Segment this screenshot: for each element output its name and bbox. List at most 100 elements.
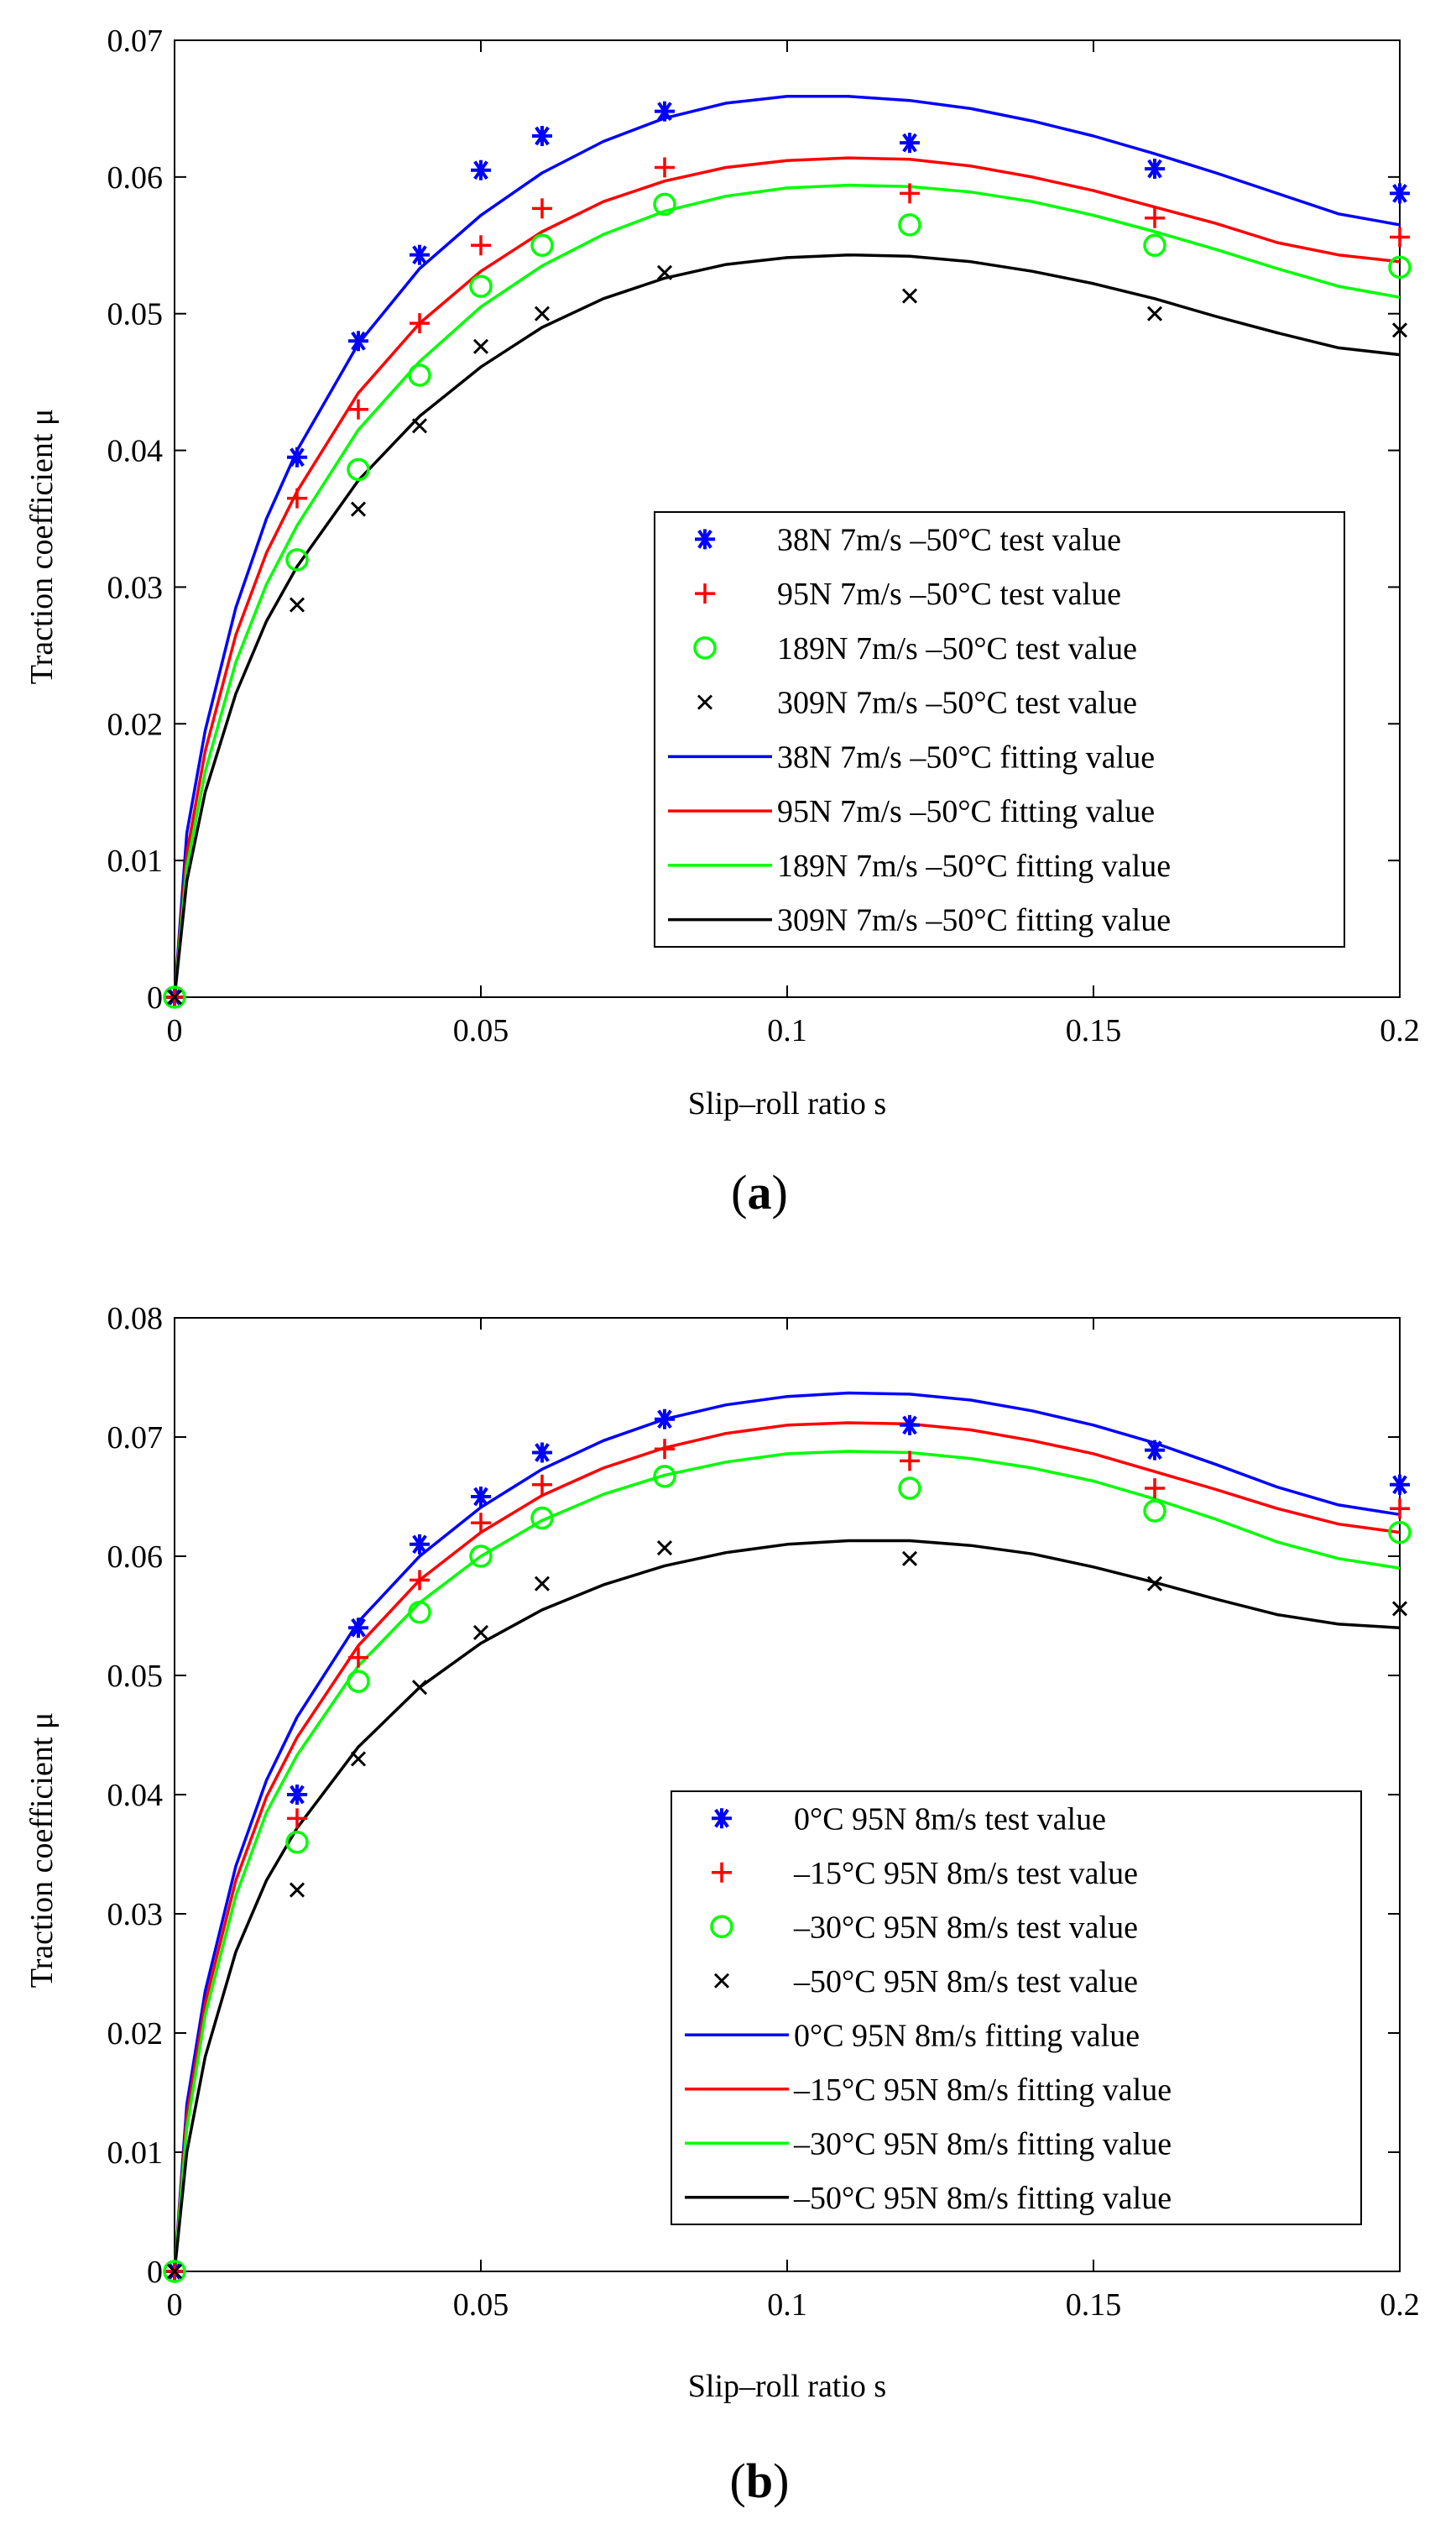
chart-a-series-4-point [1146,306,1163,321]
chart-a-y-tick-label: 0.07 [107,24,164,59]
chart-a-y-tick-label: 0.02 [107,707,164,742]
chart-a-y-tick-label: 0.06 [107,160,164,196]
chart-b-series-2-point [900,1450,920,1471]
chart-a-series-4-point [534,306,551,321]
chart-a-legend-marker-swatch [695,529,715,550]
chart-b-legend-entry: –15°C 95N 8m/s fitting value [793,2072,1172,2108]
chart-b-x-tick-label: 0.1 [767,2287,807,2323]
chart-b-markers [163,1408,1412,2283]
chart-a-fit-line-3 [173,183,1401,998]
chart-a-series-1-point [900,133,920,154]
chart-a-panel-label: (a) [731,1165,788,1220]
chart-a: 0 0.01 0.02 0.03 0.04 0.05 0.06 0.07 0 0.05 0.1 0.… [24,24,1420,1220]
chart-b-fit-lines [173,1391,1401,2272]
chart-b-x-ticks: 0 0.05 0.1 0.15 0.2 [167,1318,1420,2323]
chart-a-series-3-point [408,363,431,387]
chart-b-legend-marker-swatch [713,1973,730,1989]
chart-a-series-3-point [1388,255,1412,280]
chart-b-legend-entry: –50°C 95N 8m/s test value [793,1964,1138,1999]
chart-b-x-tick-label: 0.15 [1066,2287,1122,2323]
chart-b-series-2-point [471,1513,491,1534]
chart-a-series-1-point [410,244,430,265]
chart-b-series-1-point [1145,1440,1165,1461]
chart-b-series-3-point [1388,1520,1412,1544]
chart-a-series-3-point [163,985,186,1009]
chart-a-series-2-point [655,157,675,178]
chart-a-series-1-point [655,101,675,122]
chart-a-x-axis-label: Slip–roll ratio s [688,1086,886,1121]
chart-b-series-3-point [653,1465,676,1488]
chart-b-x-axis-label: Slip–roll ratio s [688,2369,886,2404]
chart-b-series-4-point [411,1680,428,1696]
chart-b-legend-entry: –50°C 95N 8m/s fitting value [793,2181,1172,2216]
chart-a-series-4-point [411,418,428,434]
chart-b-series-1-point [1390,1474,1410,1495]
chart-a-legend-entry: 309N 7m/s –50°C test value [777,686,1137,721]
chart-a-series-3-point [898,213,921,237]
chart-a-fit-line-4 [173,253,1401,998]
chart-b-series-3-point [163,2260,186,2283]
chart-a-y-tick-label: 0.05 [107,297,164,332]
chart-b-legend-marker-swatch [712,1808,732,1829]
chart-b-y-tick-label: 0.05 [107,1659,164,1694]
chart-b-series-1-point [410,1534,430,1555]
chart-a-series-2-point [287,488,307,509]
chart-a-y-ticks: 0 0.01 0.02 0.03 0.04 0.05 0.06 0.07 [107,24,1400,1016]
chart-b-series-2-point [655,1439,675,1460]
chart-b-y-tick-label: 0.07 [107,1420,164,1456]
chart-b-series-2-point [348,1647,368,1668]
chart-b-series-1-point [287,1785,307,1805]
chart-a-series-1-point [1390,183,1410,204]
chart-b-series-4-point [1146,1576,1163,1591]
chart-b-y-tick-label: 0.04 [107,1778,164,1813]
chart-a-series-2-point [471,235,491,256]
chart-b-series-3-point [347,1670,370,1693]
chart-a-legend-entry: 95N 7m/s –50°C fitting value [777,794,1155,829]
chart-b-series-3-point [1143,1499,1166,1523]
chart-a-series-2-point [900,183,920,204]
chart-a-series-4-point [472,338,489,354]
chart-b-series-4-point [166,2263,183,2280]
chart-a-legend-entry: 95N 7m/s –50°C test value [777,577,1121,612]
chart-b-legend-entry: 0°C 95N 8m/s fitting value [794,2018,1140,2053]
chart-b-legend-marker-swatch [712,1862,732,1883]
chart-b-series-2-point [532,1474,552,1495]
chart-b: 00.010.020.030.040.050.060.070.08 0 0.05 0… [24,1301,1420,2508]
chart-a-legend-marker-swatch [693,636,717,660]
chart-a-series-2-point [532,198,552,219]
chart-b-y-tick-label: 0.06 [107,1539,164,1575]
chart-a-x-tick-label: 0.15 [1066,1013,1122,1048]
chart-b-series-1-point [655,1408,675,1429]
chart-a-series-4-point [1391,322,1408,338]
chart-b-series-4-point [472,1624,489,1640]
chart-a-legend-box [654,511,1345,948]
chart-b-series-2-point [1145,1478,1165,1499]
chart-a-x-ticks: 0 0.05 0.1 0.15 0.2 [167,40,1420,1048]
chart-b-y-tick-label: 0.02 [107,2016,164,2051]
chart-b-panel-letter: b [746,2454,773,2508]
chart-a-series-2-point [348,399,368,420]
chart-b-series-3-point [469,1544,493,1568]
chart-a-panel-letter: a [748,1165,772,1220]
chart-b-y-tick-label: 0.08 [107,1301,164,1336]
chart-a-fit-line-1 [173,95,1401,998]
chart-a-series-1-point [532,126,552,146]
chart-b-series-4-point [1391,1601,1408,1617]
chart-a-legend-marker-swatch [697,694,713,710]
chart-b-panel-label: (b) [730,2454,790,2508]
chart-a-y-tick-label: 0.03 [107,570,164,605]
chart-a-series-4-point [166,989,183,1006]
chart-b-legend: 0°C 95N 8m/s test value –15°C 95N 8m/s te… [671,1790,1362,2225]
chart-b-series-2-point [410,1570,430,1591]
chart-a-series-1-point [471,159,491,180]
chart-a-legend-entry: 309N 7m/s –50°C fitting value [777,903,1171,938]
chart-b-series-4-point [534,1576,551,1591]
chart-a-series-2-point [1390,227,1410,248]
chart-a-series-2-point [1145,207,1165,228]
chart-a-series-3-point [285,548,309,572]
chart-a-legend-entry: 38N 7m/s –50°C test value [777,522,1121,557]
chart-b-y-tick-label: 0.03 [107,1897,164,1932]
chart-b-x-tick-label: 0 [167,2287,183,2323]
chart-b-legend-marker-swatch [710,1915,733,1938]
